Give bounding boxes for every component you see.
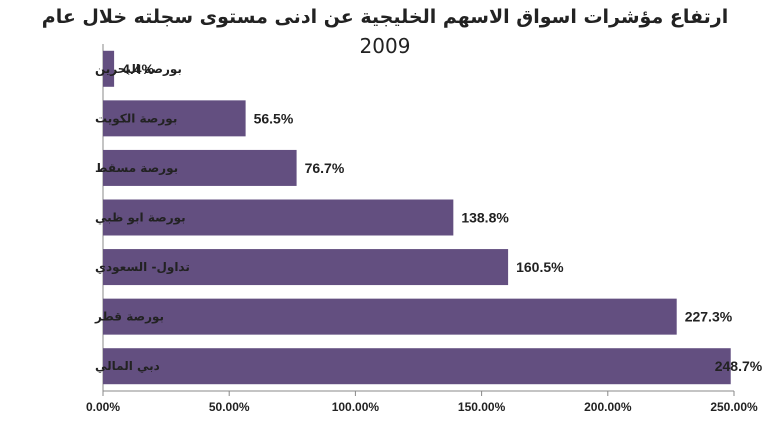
data-label: 76.7% [305,160,345,176]
bar [103,298,677,335]
x-tick-label: 150.00% [458,400,506,414]
bar [103,149,297,186]
bar [103,249,509,286]
x-tick-label: 50.00% [209,400,250,414]
data-label: 138.8% [461,210,509,226]
bar [103,348,731,385]
x-tick-label: 0.00% [86,400,120,414]
category-label: بورصة مسقط [95,161,178,176]
data-label: 56.5% [254,110,294,126]
category-label: بورصة البحرين [95,62,182,77]
chart-subtitle: 2009 [359,34,411,58]
data-label: 160.5% [516,259,564,275]
chart-title: ارتفاع مؤشرات اسواق الاسهم الخليجية عن ا… [41,6,729,28]
x-tick-label: 200.00% [584,400,632,414]
bar [103,199,454,236]
bar [103,100,246,137]
data-label: 248.7% [715,358,763,374]
x-tick-label: 250.00% [710,400,758,414]
category-label: بورصة ابو ظبي [95,211,186,226]
data-label: 227.3% [685,309,733,325]
bar [103,50,115,87]
category-label: بورصة الكويت [95,111,177,126]
category-label: بورصة قطر [94,310,164,325]
x-tick-label: 100.00% [332,400,380,414]
data-label: 4.4% [122,61,154,77]
category-label: تداول- السعودي [95,260,190,275]
category-label: دبي المالي [95,359,160,373]
